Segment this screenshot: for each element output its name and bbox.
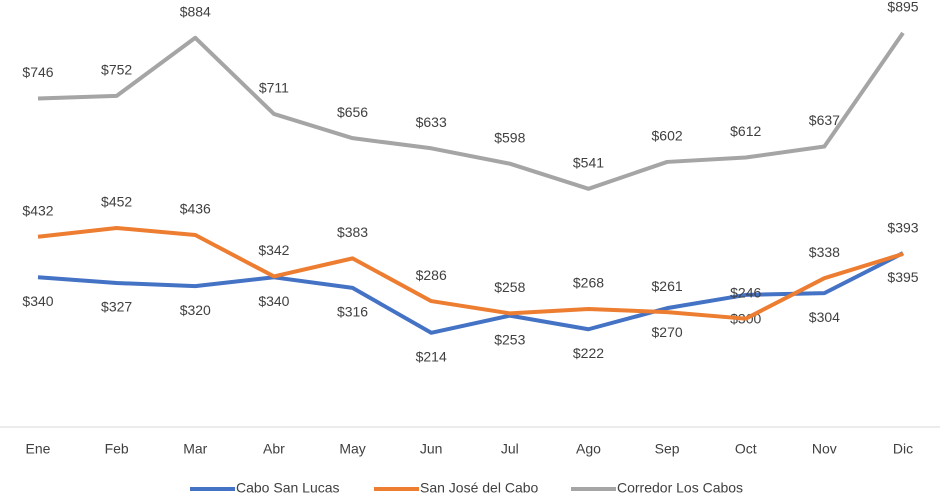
data-label: $598 xyxy=(494,129,525,145)
data-label: $316 xyxy=(337,304,368,320)
data-label: $222 xyxy=(573,345,604,361)
x-tick-label: Jul xyxy=(501,441,519,457)
data-label: $656 xyxy=(337,104,368,120)
data-label: $340 xyxy=(22,293,53,309)
data-label: $633 xyxy=(416,114,447,130)
x-tick-label: Oct xyxy=(735,441,757,457)
x-tick-label: Mar xyxy=(183,441,207,457)
legend-label: Cabo San Lucas xyxy=(236,480,340,496)
data-label: $612 xyxy=(730,123,761,139)
data-label: $286 xyxy=(416,267,447,283)
legend-label: Corredor Los Cabos xyxy=(617,480,743,496)
x-tick-label: Dic xyxy=(893,441,913,457)
series-line xyxy=(37,251,904,335)
data-label: $268 xyxy=(573,275,604,291)
data-label: $541 xyxy=(573,155,604,171)
x-tick-label: Jun xyxy=(420,441,443,457)
data-label: $746 xyxy=(22,64,53,80)
data-label: $884 xyxy=(180,3,211,19)
data-label: $304 xyxy=(809,309,840,325)
x-tick-label: Sep xyxy=(655,441,680,457)
data-label: $246 xyxy=(730,284,761,300)
data-label: $637 xyxy=(809,112,840,128)
legend-label: San José del Cabo xyxy=(420,480,539,496)
data-label: $711 xyxy=(259,80,289,96)
x-tick-label: Ago xyxy=(576,441,601,457)
series-line xyxy=(37,31,905,191)
data-label: $432 xyxy=(22,202,53,218)
data-label: $395 xyxy=(887,269,918,285)
data-label: $340 xyxy=(258,293,289,309)
data-label: $452 xyxy=(101,194,132,210)
data-label: $436 xyxy=(180,201,211,217)
data-label: $320 xyxy=(180,302,211,318)
data-label: $258 xyxy=(494,279,525,295)
x-tick-label: Abr xyxy=(263,441,285,457)
x-tick-label: May xyxy=(339,441,365,457)
data-label: $393 xyxy=(887,220,918,236)
x-tick-label: Nov xyxy=(812,441,837,457)
data-label: $895 xyxy=(887,0,918,15)
data-label: $327 xyxy=(101,299,132,315)
data-label: $214 xyxy=(416,348,447,364)
data-label: $338 xyxy=(809,244,840,260)
data-label: $261 xyxy=(652,278,683,294)
data-label: $383 xyxy=(337,224,368,240)
series-line xyxy=(37,225,904,321)
x-tick-label: Feb xyxy=(105,441,129,457)
data-label: $602 xyxy=(652,128,683,144)
data-label: $342 xyxy=(258,242,289,258)
data-label: $270 xyxy=(652,324,683,340)
x-tick-label: Ene xyxy=(26,441,51,457)
data-label: $752 xyxy=(101,62,132,78)
data-label: $253 xyxy=(494,331,525,347)
